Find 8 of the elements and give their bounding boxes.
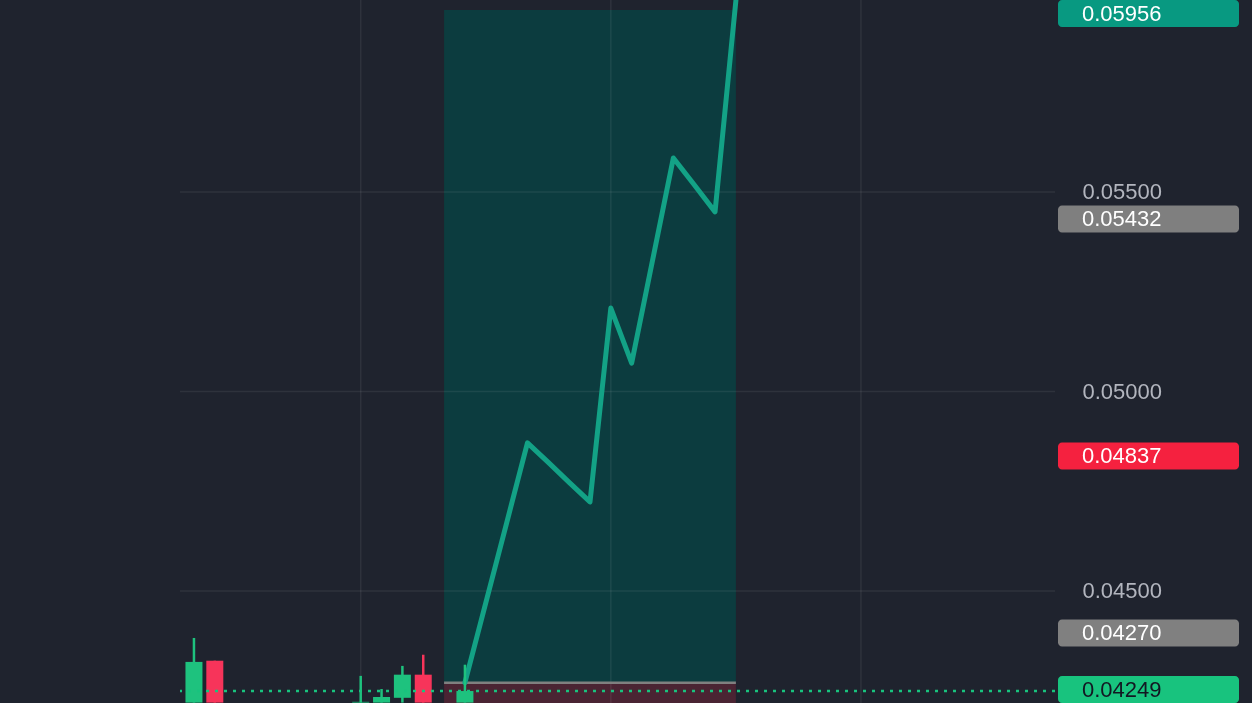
- y-tick-label: 0.05500: [1082, 179, 1163, 205]
- text: 0.05432: [1082, 206, 1162, 231]
- y-tick-label: 0.05000: [1082, 378, 1163, 404]
- text: 0.04270: [1082, 620, 1162, 645]
- text: 0.05956: [1082, 0, 1162, 26]
- text: 0.04837: [1082, 443, 1162, 468]
- text: 0.04249: [1082, 676, 1162, 702]
- y-tick-label: 0.04500: [1082, 578, 1163, 604]
